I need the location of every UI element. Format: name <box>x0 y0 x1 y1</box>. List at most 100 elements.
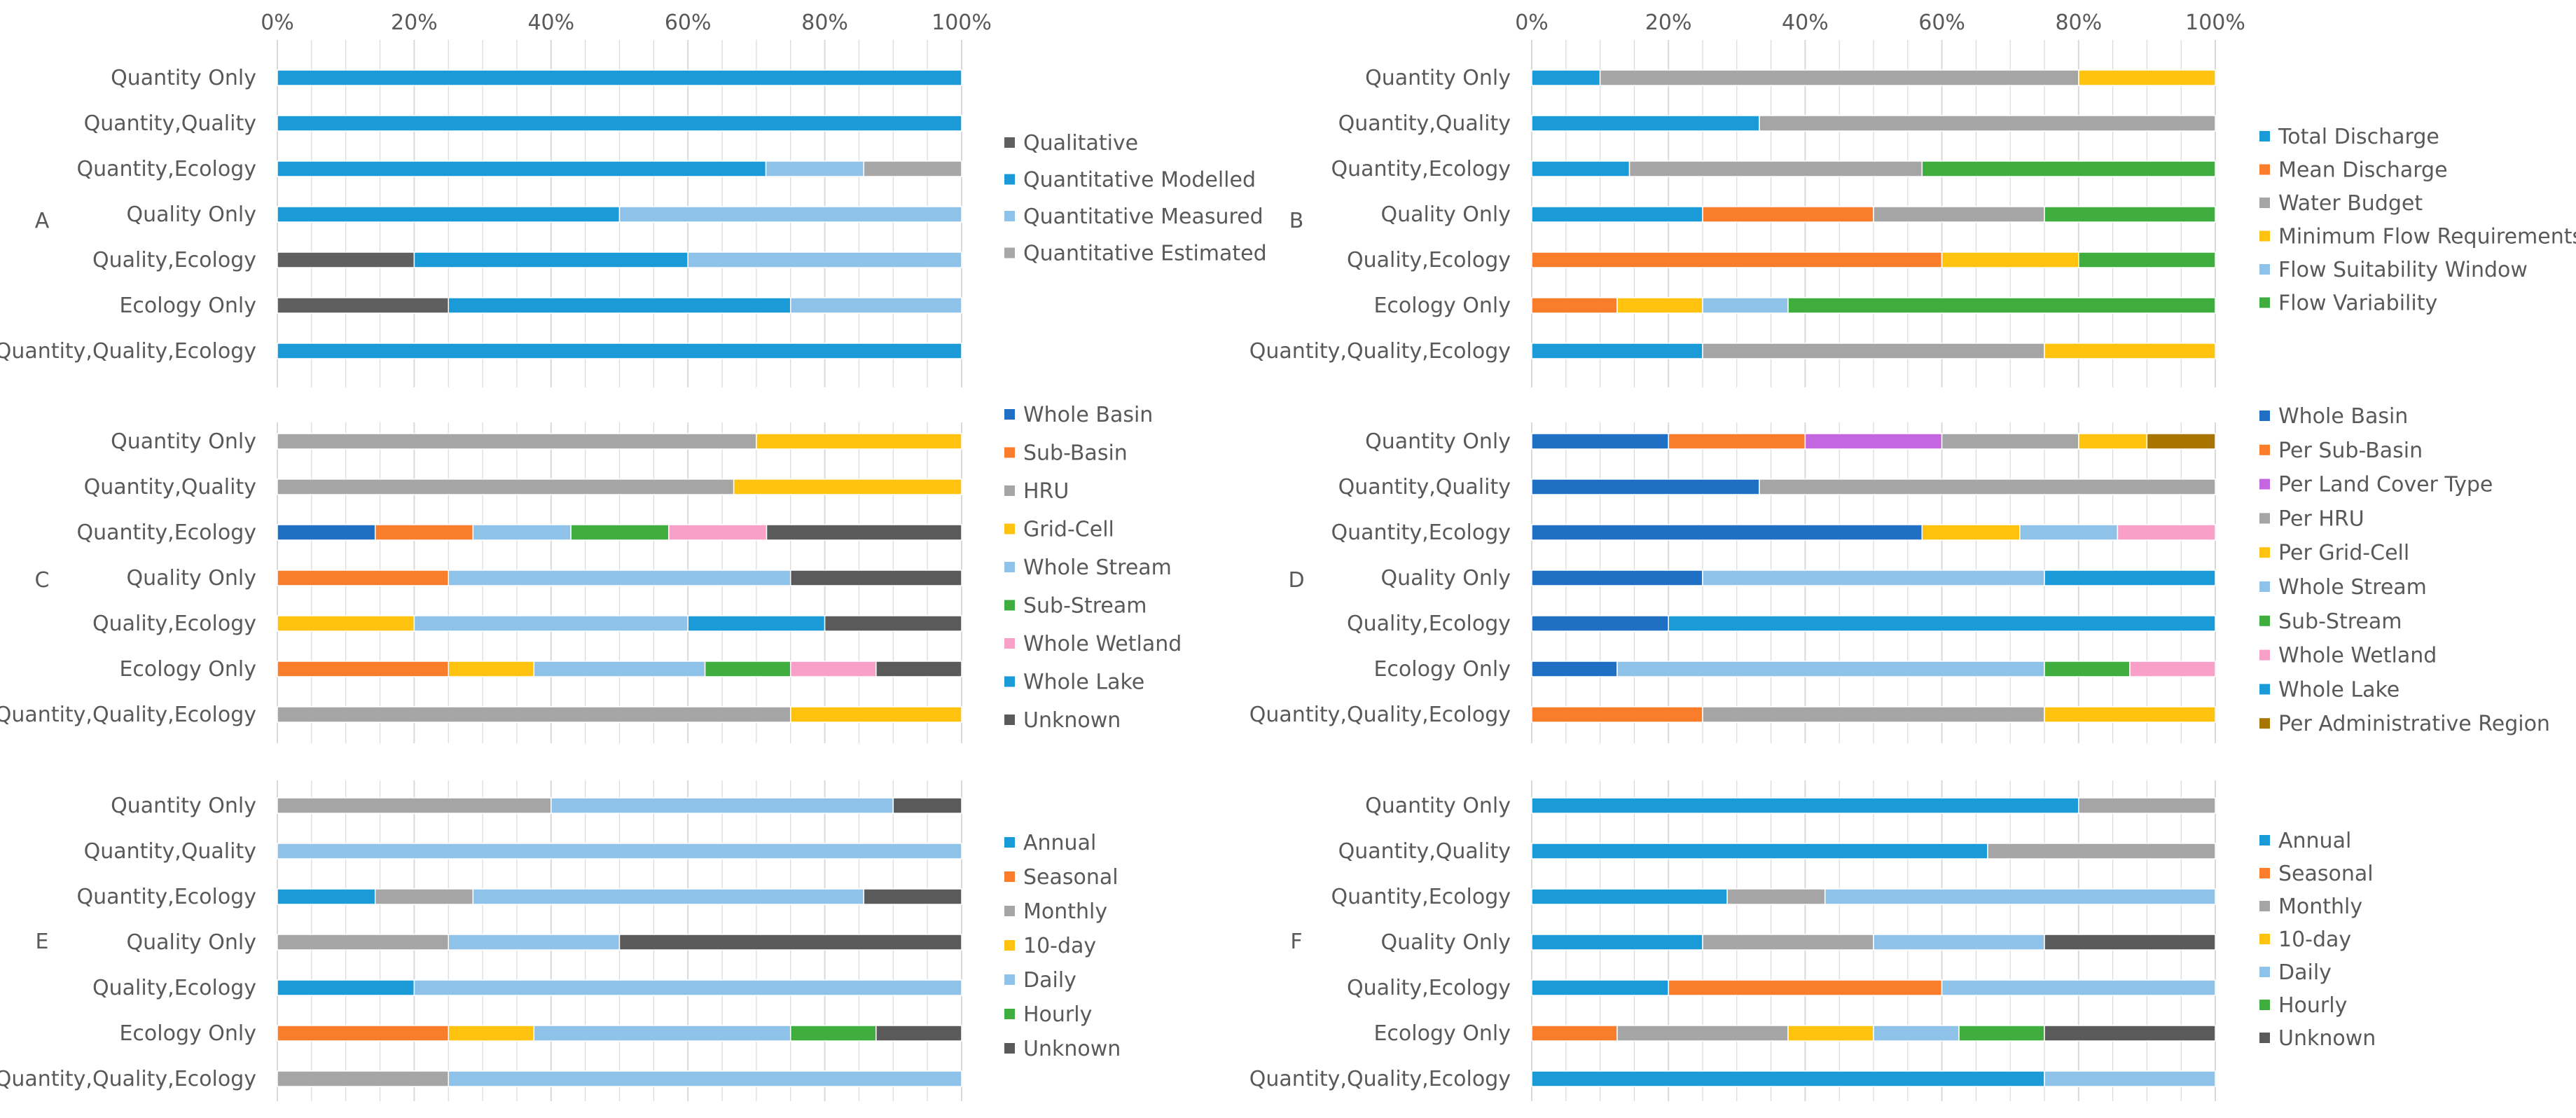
bar-segment-grid-cell[interactable] <box>756 433 962 450</box>
bar-segment-hourly[interactable] <box>1958 1025 2045 1042</box>
bar-segment-hourly[interactable] <box>790 1025 877 1042</box>
bar-segment-whole-stream[interactable] <box>2019 524 2119 541</box>
bar-segment-total-discharge[interactable] <box>1531 160 1630 177</box>
bar-segment-unknown[interactable] <box>892 797 962 814</box>
bar-segment-10-day[interactable] <box>448 1025 535 1042</box>
bar-segment-whole-lake[interactable] <box>687 615 826 632</box>
bar-segment-unknown[interactable] <box>875 661 962 677</box>
bar-segment-flow-suitability-window[interactable] <box>1702 297 1789 314</box>
bar-segment-total-discharge[interactable] <box>1531 206 1703 223</box>
bar-segment-unknown[interactable] <box>863 888 962 905</box>
bar-segment-quantitative-estimated[interactable] <box>863 160 962 177</box>
bar-segment-quantitative-measured[interactable] <box>790 297 962 314</box>
bar-segment-unknown[interactable] <box>824 615 962 632</box>
bar-segment-minimum-flow-requirements[interactable] <box>2044 343 2216 359</box>
bar-segment-daily[interactable] <box>1824 888 2216 905</box>
bar-segment-per-sub-basin[interactable] <box>1531 706 1703 723</box>
bar-segment-water-budget[interactable] <box>1873 206 2045 223</box>
bar-segment-hru[interactable] <box>277 478 735 495</box>
bar-segment-per-hru[interactable] <box>1702 706 2045 723</box>
bar-segment-monthly[interactable] <box>1702 934 1874 951</box>
bar-segment-quantitative-modelled[interactable] <box>277 343 962 359</box>
bar-segment-monthly[interactable] <box>1987 843 2216 860</box>
bar-segment-qualitative[interactable] <box>277 297 449 314</box>
bar-segment-sub-stream[interactable] <box>570 524 670 541</box>
bar-segment-total-discharge[interactable] <box>1531 69 1601 86</box>
bar-segment-monthly[interactable] <box>374 888 474 905</box>
bar-segment-whole-stream[interactable] <box>472 524 572 541</box>
bar-segment-sub-basin[interactable] <box>277 570 449 586</box>
bar-segment-sub-stream[interactable] <box>2044 661 2131 677</box>
bar-segment-mean-discharge[interactable] <box>1531 297 1618 314</box>
bar-segment-whole-basin[interactable] <box>1531 524 1923 541</box>
bar-segment-monthly[interactable] <box>2078 797 2216 814</box>
bar-segment-hru[interactable] <box>277 433 757 450</box>
bar-segment-unknown[interactable] <box>766 524 962 541</box>
bar-segment-whole-stream[interactable] <box>448 570 791 586</box>
bar-segment-quantitative-modelled[interactable] <box>277 69 962 86</box>
bar-segment-annual[interactable] <box>1531 888 1728 905</box>
bar-segment-daily[interactable] <box>472 888 865 905</box>
bar-segment-annual[interactable] <box>277 888 376 905</box>
bar-segment-daily[interactable] <box>448 1070 962 1087</box>
bar-segment-seasonal[interactable] <box>1668 979 1943 996</box>
bar-segment-water-budget[interactable] <box>1599 69 2079 86</box>
bar-segment-per-hru[interactable] <box>1941 433 2079 450</box>
bar-segment-whole-stream[interactable] <box>1702 570 2045 586</box>
bar-segment-whole-stream[interactable] <box>1616 661 2045 677</box>
bar-segment-per-sub-basin[interactable] <box>1668 433 1806 450</box>
bar-segment-flow-variability[interactable] <box>2078 251 2216 268</box>
bar-segment-daily[interactable] <box>533 1025 791 1042</box>
bar-segment-minimum-flow-requirements[interactable] <box>1941 251 2079 268</box>
bar-segment-whole-wetland[interactable] <box>668 524 768 541</box>
bar-segment-quantitative-modelled[interactable] <box>413 251 688 268</box>
bar-segment-daily[interactable] <box>448 934 621 951</box>
bar-segment-annual[interactable] <box>277 979 415 996</box>
bar-segment-total-discharge[interactable] <box>1531 115 1760 132</box>
bar-segment-whole-lake[interactable] <box>2044 570 2216 586</box>
bar-segment-monthly[interactable] <box>1616 1025 1789 1042</box>
bar-segment-daily[interactable] <box>1873 1025 1960 1042</box>
bar-segment-whole-wetland[interactable] <box>2117 524 2216 541</box>
bar-segment-quantitative-modelled[interactable] <box>277 160 767 177</box>
bar-segment-quantitative-measured[interactable] <box>687 251 962 268</box>
bar-segment-daily[interactable] <box>1873 934 2045 951</box>
bar-segment-unknown[interactable] <box>875 1025 962 1042</box>
bar-segment-per-administrative-region[interactable] <box>2146 433 2216 450</box>
bar-segment-sub-basin[interactable] <box>277 661 449 677</box>
bar-segment-whole-basin[interactable] <box>1531 570 1703 586</box>
bar-segment-qualitative[interactable] <box>277 251 415 268</box>
bar-segment-monthly[interactable] <box>277 934 449 951</box>
bar-segment-whole-basin[interactable] <box>277 524 376 541</box>
bar-segment-quantitative-measured[interactable] <box>765 160 865 177</box>
bar-segment-seasonal[interactable] <box>277 1025 449 1042</box>
bar-segment-unknown[interactable] <box>790 570 962 586</box>
bar-segment-annual[interactable] <box>1531 934 1703 951</box>
bar-segment-annual[interactable] <box>1531 1070 2045 1087</box>
bar-segment-daily[interactable] <box>413 979 962 996</box>
bar-segment-hru[interactable] <box>277 706 791 723</box>
bar-segment-total-discharge[interactable] <box>1531 343 1703 359</box>
bar-segment-water-budget[interactable] <box>1702 343 2045 359</box>
bar-segment-minimum-flow-requirements[interactable] <box>1616 297 1703 314</box>
bar-segment-whole-basin[interactable] <box>1531 661 1618 677</box>
bar-segment-per-grid-cell[interactable] <box>2078 433 2148 450</box>
bar-segment-sub-stream[interactable] <box>704 661 791 677</box>
bar-segment-water-budget[interactable] <box>1759 115 2216 132</box>
bar-segment-mean-discharge[interactable] <box>1702 206 1874 223</box>
bar-segment-sub-basin[interactable] <box>374 524 474 541</box>
bar-segment-per-land-cover-type[interactable] <box>1804 433 1943 450</box>
bar-segment-annual[interactable] <box>1531 797 2079 814</box>
bar-segment-daily[interactable] <box>2044 1070 2216 1087</box>
bar-segment-quantitative-modelled[interactable] <box>448 297 791 314</box>
bar-segment-seasonal[interactable] <box>1531 1025 1618 1042</box>
bar-segment-per-grid-cell[interactable] <box>1921 524 2021 541</box>
bar-segment-whole-wetland[interactable] <box>2129 661 2216 677</box>
bar-segment-monthly[interactable] <box>277 797 552 814</box>
bar-segment-grid-cell[interactable] <box>733 478 962 495</box>
bar-segment-whole-basin[interactable] <box>1531 615 1669 632</box>
bar-segment-whole-stream[interactable] <box>413 615 688 632</box>
bar-segment-grid-cell[interactable] <box>448 661 535 677</box>
bar-segment-monthly[interactable] <box>277 1070 449 1087</box>
bar-segment-unknown[interactable] <box>618 934 962 951</box>
